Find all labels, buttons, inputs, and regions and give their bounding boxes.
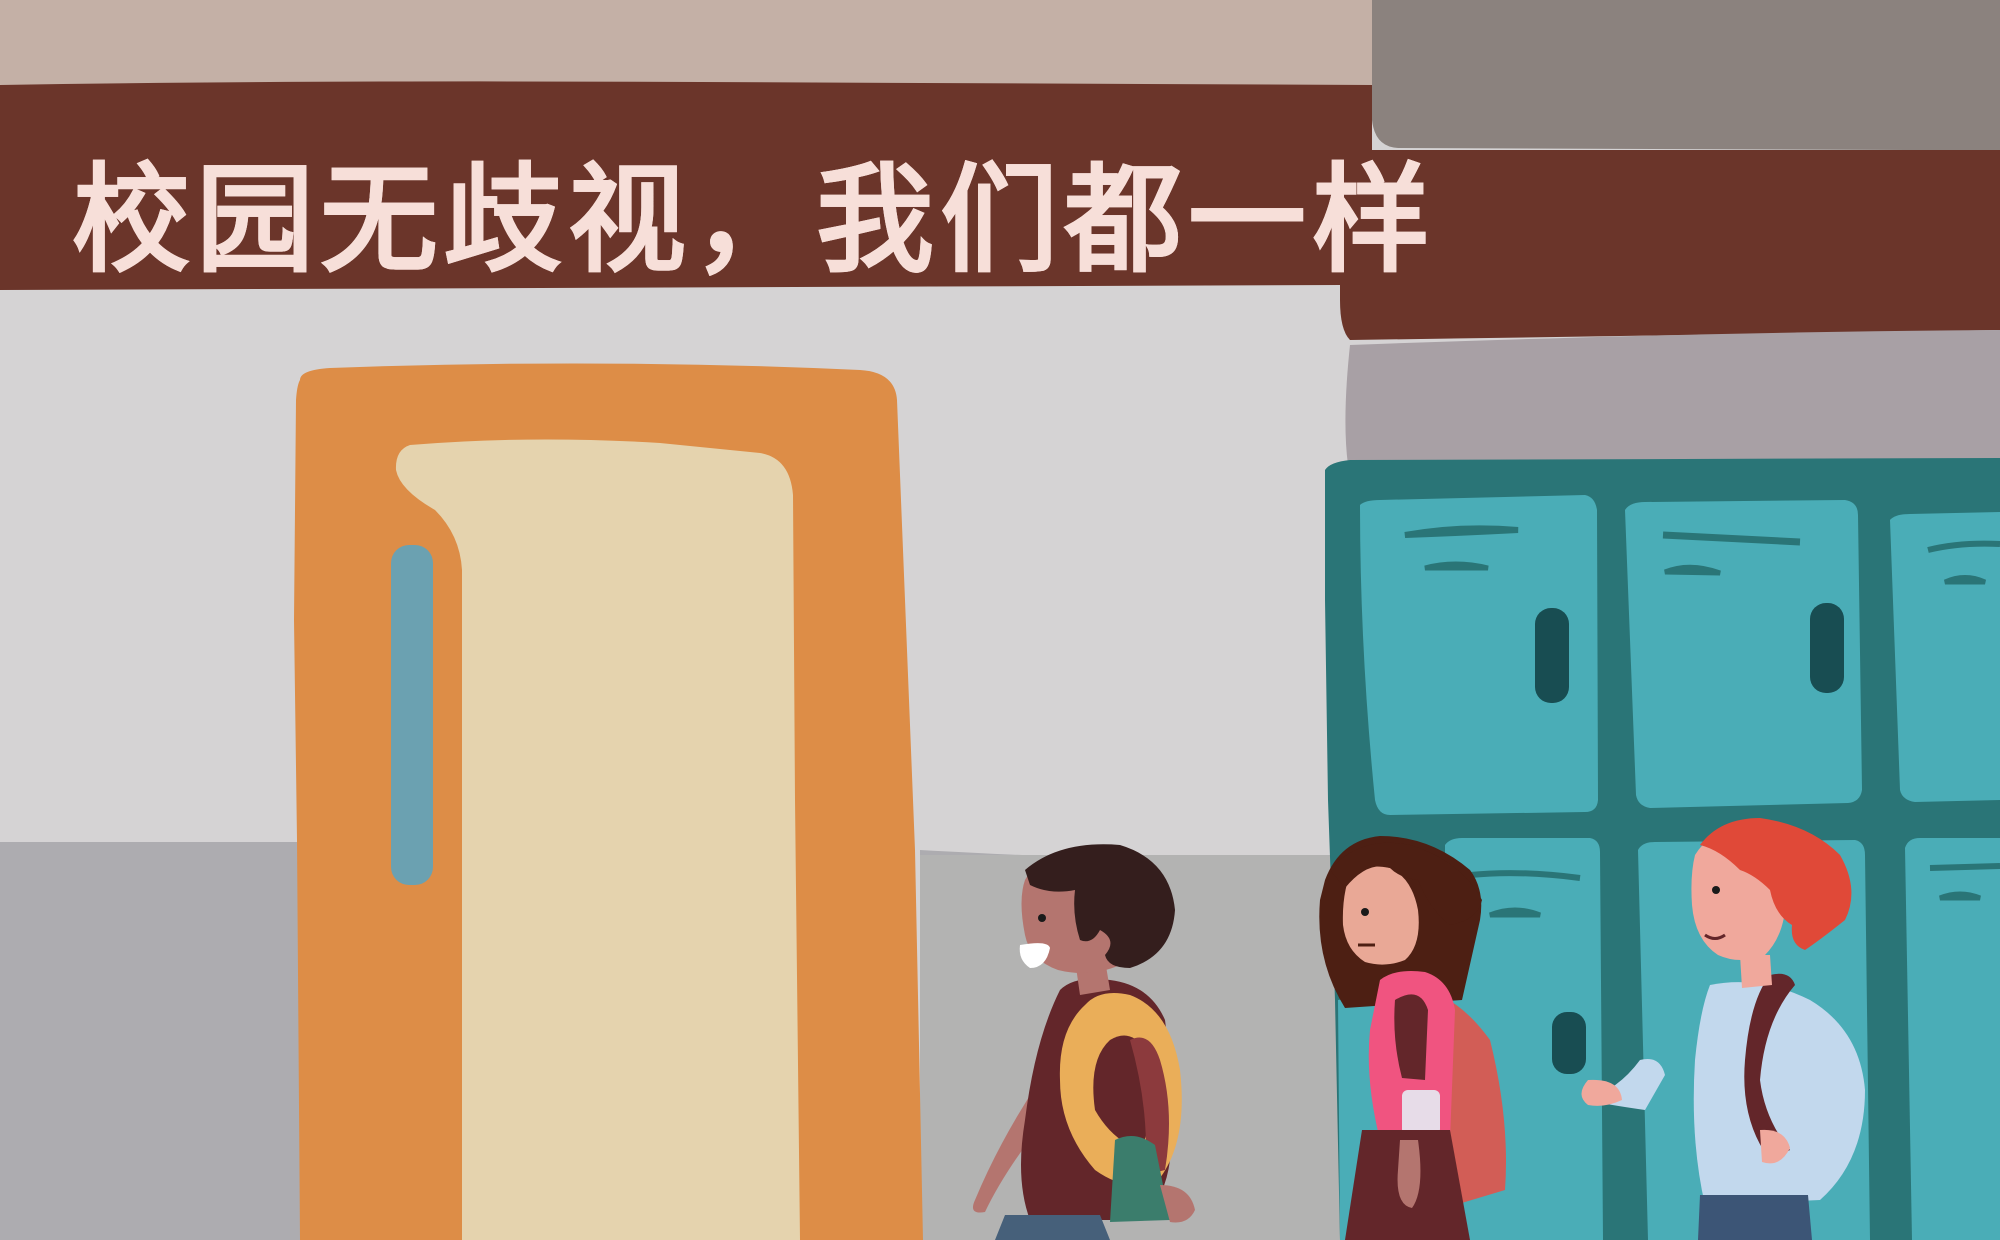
locker-vent xyxy=(1664,564,1721,576)
student-1-legs xyxy=(995,1215,1110,1240)
student-1-eye xyxy=(1038,914,1046,922)
locker-vent xyxy=(1927,540,2000,553)
student-3-neck xyxy=(1740,955,1772,988)
door-handle xyxy=(391,545,433,885)
student-3-strap xyxy=(1744,973,1795,1160)
door-panel xyxy=(395,439,800,1240)
student-3-legs xyxy=(1698,1195,1812,1240)
student-3-eye xyxy=(1712,886,1720,894)
locker-lower-3 xyxy=(1905,838,2000,1240)
locker-handle xyxy=(1810,603,1844,693)
locker-vent xyxy=(1489,907,1541,918)
locker-handle xyxy=(1552,1012,1586,1074)
ceiling-block-right xyxy=(1372,0,2000,155)
student-1-hand xyxy=(1160,1185,1195,1223)
student-3-hair xyxy=(1700,818,1852,950)
locker-vent xyxy=(1943,575,1987,585)
student-1-strap xyxy=(1130,1037,1169,1175)
locker-vent xyxy=(1424,561,1489,571)
student-1-bag-green xyxy=(1110,1136,1170,1222)
locker-upper-2 xyxy=(1625,500,1862,808)
student-2-hair-front xyxy=(1330,842,1482,925)
banner-slogan: 校园无歧视，我们都一样 xyxy=(72,151,1437,289)
locker-top-band xyxy=(1345,330,2000,465)
locker-vent xyxy=(1404,525,1519,538)
student-3-hand-right xyxy=(1760,1129,1790,1164)
locker-upper-3 xyxy=(1890,512,2000,802)
student-3-hand xyxy=(1581,1079,1622,1106)
banner-strip-left xyxy=(0,81,1400,290)
banner-strip-right xyxy=(1340,150,2000,340)
student-1-mouth xyxy=(1019,943,1050,968)
student-girl-brown-hair xyxy=(1319,836,1506,1240)
student-3-torso xyxy=(1693,982,1865,1205)
student-1-hair xyxy=(1025,844,1175,968)
locker-vent xyxy=(1939,891,1981,901)
student-boy-red-hair xyxy=(1581,818,1865,1240)
student-2-eye xyxy=(1361,908,1369,916)
student-boy-dark-hair xyxy=(972,844,1195,1240)
student-2-bag-tag xyxy=(1402,1090,1440,1135)
locker-upper-1 xyxy=(1360,495,1598,815)
student-3-mouth xyxy=(1704,933,1726,940)
locker-vent xyxy=(1662,531,1801,546)
student-2-strap xyxy=(1394,994,1428,1080)
student-2-skirt-fold xyxy=(1397,1140,1421,1208)
student-2-head xyxy=(1342,866,1419,965)
locker-handle xyxy=(1535,608,1569,703)
locker-vent xyxy=(1469,870,1581,881)
locker-vent xyxy=(1929,863,2000,871)
